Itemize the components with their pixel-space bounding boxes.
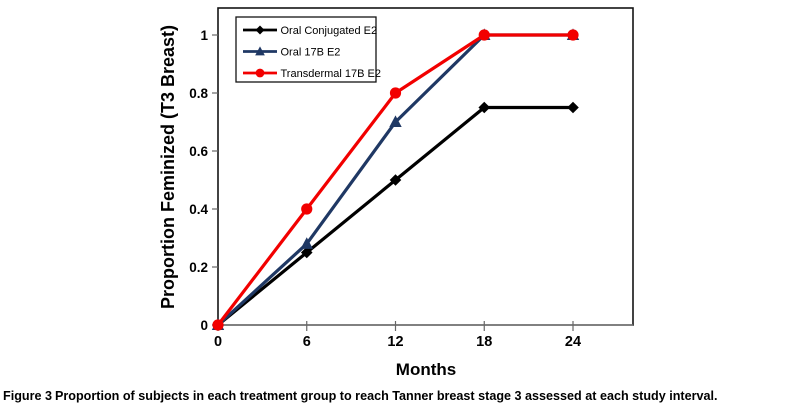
data-point-transdermal-17b-e2 [389, 87, 402, 99]
y-tick-label: 0 [200, 318, 208, 333]
line-chart: 0 0.2 0.4 0.6 0.8 1 0 6 12 18 24 Oral Conjugated E2… [189, 7, 634, 350]
x-tick-label: 6 [303, 334, 311, 350]
data-point-oral-conjugated-e2 [300, 246, 313, 259]
x-tick-label: 18 [476, 334, 492, 350]
x-axis-title: Months [395, 360, 457, 379]
data-point-oral-17b-e2 [300, 237, 313, 249]
y-tick-label: 0.8 [189, 86, 208, 101]
data-point-oral-17b-e2 [389, 115, 402, 128]
y-axis-title: Proportion Feminized (T3 Breast) [158, 24, 178, 310]
x-tick-label: 24 [565, 334, 581, 350]
data-point-oral-conjugated-e2 [478, 101, 491, 114]
data-point-transdermal-17b-e2 [478, 29, 490, 41]
legend-marker-triangle [255, 46, 265, 56]
x-tick-label: 12 [387, 334, 403, 350]
x-tick-label: 0 [214, 334, 222, 350]
y-tick-label: 0.2 [189, 260, 208, 275]
data-point-oral-conjugated-e2 [567, 101, 579, 114]
data-point-transdermal-17b-e2 [212, 319, 224, 331]
figure-caption: Figure 3 Proportion of subjects in each t… [3, 389, 792, 405]
y-tick-label: 0.6 [189, 144, 208, 159]
data-point-transdermal-17b-e2 [301, 203, 313, 215]
y-tick-label: 1 [200, 28, 208, 43]
figure-caption-label: Figure 3 [3, 389, 52, 403]
legend-marker-diamond [255, 25, 265, 35]
data-point-oral-conjugated-e2 [389, 174, 402, 186]
legend-label: Oral 17B E2 [281, 46, 341, 58]
data-point-transdermal-17b-e2 [567, 29, 579, 41]
legend-label: Oral Conjugated E2 [281, 25, 378, 37]
figure-caption-text: Proportion of subjects in each treatment… [55, 389, 718, 403]
legend-marker-circle [255, 68, 265, 78]
y-tick-label: 0.4 [189, 202, 208, 217]
legend-label: Transdermal 17B E2 [281, 68, 381, 80]
series-line-oral-conjugated-e2 [216, 105, 573, 327]
